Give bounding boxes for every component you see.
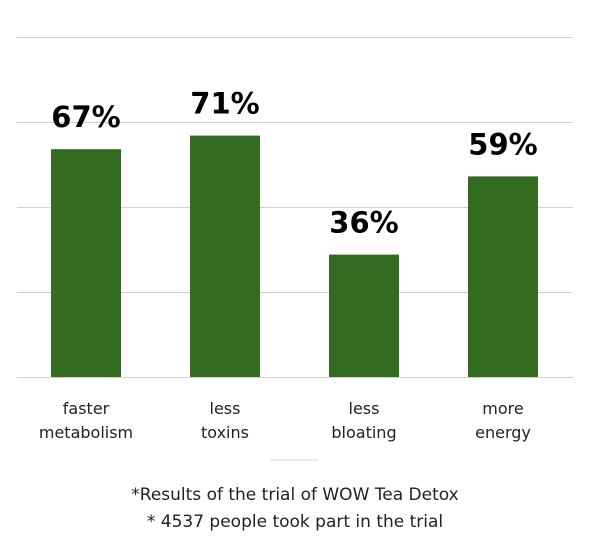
footnote-participants: * 4537 people took part in the trial (146, 512, 444, 532)
category-label-1-line-0: less (210, 399, 241, 418)
category-label-1-line-1: toxins (201, 423, 249, 442)
category-label-0-line-0: faster (63, 399, 110, 418)
category-labels: faster metabolism less toxins less bloating mo… (39, 399, 531, 442)
bar-0 (51, 149, 121, 377)
category-label-3-line-0: more (482, 399, 523, 418)
category-label-2-line-1: bloating (331, 423, 396, 442)
bar-3 (468, 176, 538, 377)
bar-value-label-2: 36% (329, 206, 398, 240)
category-label-0-line-1: metabolism (39, 423, 133, 442)
bar-value-label-0: 67% (51, 100, 120, 134)
category-label-2-line-0: less (349, 399, 380, 418)
bar-1 (190, 135, 260, 377)
bar-value-label-1: 71% (190, 87, 259, 121)
value-labels: 67% 71% 36% 59% (51, 87, 537, 240)
bar-chart: 67% 71% 36% 59% faster metabolism less toxins l… (17, 37, 573, 461)
bar-2 (329, 254, 399, 377)
footnote-trial-results: *Results of the trial of WOW Tea Detox (131, 485, 459, 505)
bar-value-label-3: 59% (468, 127, 537, 161)
bars (51, 135, 538, 377)
category-label-3-line-1: energy (475, 423, 531, 442)
